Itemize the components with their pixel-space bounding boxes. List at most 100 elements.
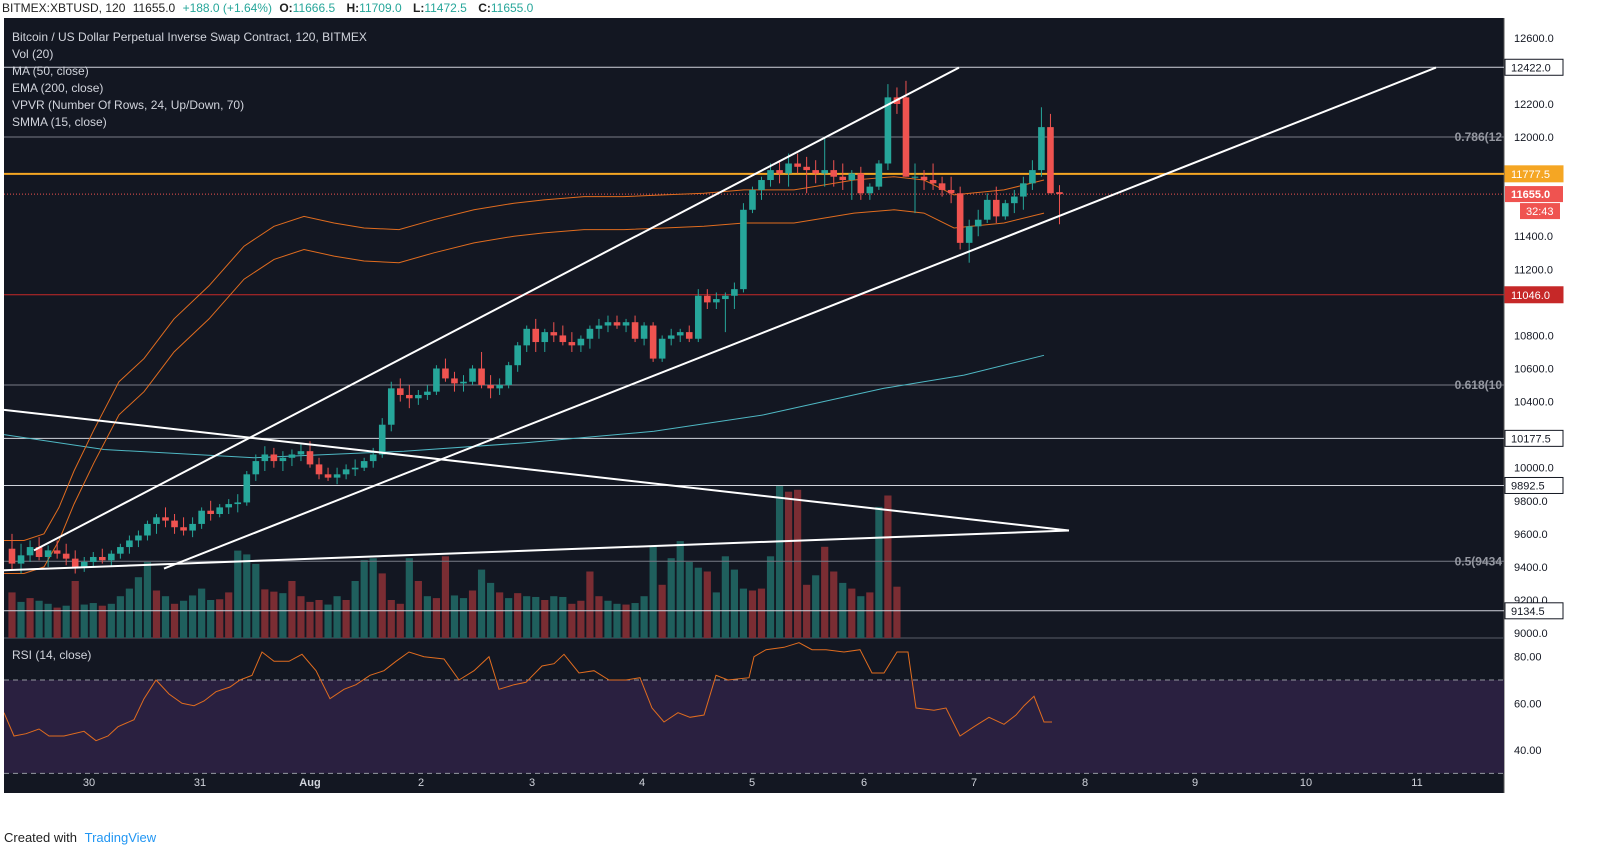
legend-item-smma[interactable]: SMMA (15, close) bbox=[12, 115, 107, 129]
volume-bar bbox=[848, 588, 856, 638]
legend-item-vol[interactable]: Vol (20) bbox=[12, 47, 54, 61]
candle-body bbox=[451, 378, 458, 384]
time-tick: 5 bbox=[749, 777, 755, 789]
legend-item-ma[interactable]: MA (50, close) bbox=[12, 64, 89, 78]
trend-line bbox=[4, 529, 1070, 572]
volume-bar bbox=[207, 600, 215, 638]
candle-body bbox=[658, 338, 666, 359]
volume-bar bbox=[803, 584, 811, 638]
candle-body bbox=[406, 394, 413, 399]
legend-item-vpvr[interactable]: VPVR (Number Of Rows, 24, Up/Down, 70) bbox=[12, 98, 245, 112]
candle-body bbox=[80, 561, 88, 567]
volume-bar bbox=[216, 599, 224, 638]
candle-body bbox=[604, 322, 612, 326]
candle-body bbox=[396, 388, 404, 395]
volume-bar bbox=[134, 577, 143, 638]
rsi-tick: 40.00 bbox=[1514, 745, 1542, 757]
level-price-label: 10177.5 bbox=[1511, 433, 1551, 445]
candle-body bbox=[568, 342, 576, 346]
volume-bar bbox=[685, 562, 693, 638]
low-label: L:11472.5 bbox=[413, 1, 467, 15]
low-value: 11472.5 bbox=[424, 1, 467, 15]
candle-body bbox=[424, 391, 431, 395]
time-tick: 2 bbox=[418, 777, 424, 789]
candle-body bbox=[523, 328, 531, 346]
time-axis-bg bbox=[4, 778, 1504, 793]
candle-body bbox=[378, 424, 386, 455]
candle-body bbox=[595, 325, 603, 329]
rsi-legend[interactable]: RSI (14, close) bbox=[12, 648, 92, 662]
candle-body bbox=[135, 535, 142, 541]
candle-body bbox=[911, 176, 919, 178]
candle-body bbox=[550, 332, 558, 336]
volume-bar bbox=[604, 600, 612, 638]
candle-body bbox=[956, 193, 964, 243]
volume-bar bbox=[532, 596, 540, 638]
volume-bar bbox=[270, 591, 278, 638]
candle-body bbox=[126, 540, 133, 548]
candle-body bbox=[541, 332, 549, 343]
price-chart[interactable]: 0.786(12 0.618(10 0.5(9434 12600.0 12200.0 12… bbox=[4, 18, 1622, 793]
candle-body bbox=[333, 474, 341, 478]
volume-bar bbox=[369, 558, 377, 638]
volume-bar bbox=[505, 598, 513, 638]
candle-body bbox=[44, 550, 52, 557]
candle-body bbox=[225, 504, 233, 508]
fib-label: 0.618(10 bbox=[1455, 378, 1503, 392]
volume-bar bbox=[703, 571, 711, 638]
tradingview-logo[interactable]: TradingView bbox=[84, 830, 157, 845]
candle-body bbox=[433, 368, 440, 392]
volume-bar bbox=[17, 601, 25, 638]
candle-body bbox=[369, 454, 377, 462]
candle-body bbox=[442, 368, 449, 379]
candle-body bbox=[532, 328, 540, 343]
candle-body bbox=[577, 338, 585, 346]
price-tick: 12600.0 bbox=[1514, 33, 1554, 45]
candle-body bbox=[767, 170, 774, 181]
volume-bar bbox=[243, 554, 251, 638]
candle-body bbox=[740, 209, 747, 290]
change-amount: +188.0 (+1.64%) bbox=[182, 1, 272, 15]
candle-body bbox=[216, 507, 223, 514]
candle-body bbox=[992, 199, 1000, 217]
candle-body bbox=[704, 295, 711, 303]
volume-bars bbox=[8, 486, 901, 638]
volume-bar bbox=[893, 586, 901, 638]
volume-bar bbox=[143, 562, 152, 638]
level-price-box bbox=[1504, 476, 1564, 494]
fib-label: 0.786(12 bbox=[1455, 130, 1503, 144]
candle-body bbox=[938, 183, 946, 190]
volume-bar bbox=[315, 600, 323, 638]
countdown-box bbox=[1520, 203, 1560, 220]
volume-bar bbox=[189, 595, 197, 638]
candle-body bbox=[640, 325, 648, 339]
volume-bar bbox=[784, 491, 793, 638]
candle-body bbox=[478, 368, 485, 386]
candle-body bbox=[1011, 196, 1018, 204]
candle-body bbox=[685, 332, 693, 339]
candle-body bbox=[812, 170, 819, 174]
candle-body bbox=[189, 523, 196, 531]
trend-line bbox=[4, 408, 1070, 532]
level-price-box bbox=[1504, 286, 1564, 304]
candle-body bbox=[198, 510, 205, 524]
candle-body bbox=[830, 170, 838, 177]
price-tick: 10400.0 bbox=[1514, 397, 1554, 409]
price-tick: 11200.0 bbox=[1514, 264, 1553, 276]
volume-bar bbox=[640, 596, 648, 638]
volume-bar bbox=[739, 588, 748, 638]
candle-body bbox=[848, 173, 856, 181]
candle-body bbox=[270, 454, 278, 462]
candles bbox=[8, 80, 1063, 574]
volume-bar bbox=[468, 590, 477, 638]
volume-bar bbox=[80, 604, 88, 638]
volume-bar bbox=[306, 601, 314, 638]
symbol-label[interactable]: BITMEX:XBTUSD, 120 bbox=[2, 1, 126, 15]
volume-bar bbox=[676, 541, 684, 638]
ma-line bbox=[4, 354, 1045, 459]
volume-bar bbox=[351, 581, 359, 638]
level-price-box bbox=[1504, 602, 1564, 620]
legend-item-ema[interactable]: EMA (200, close) bbox=[12, 81, 104, 95]
volume-bar bbox=[541, 600, 549, 638]
candle-body bbox=[117, 547, 124, 554]
